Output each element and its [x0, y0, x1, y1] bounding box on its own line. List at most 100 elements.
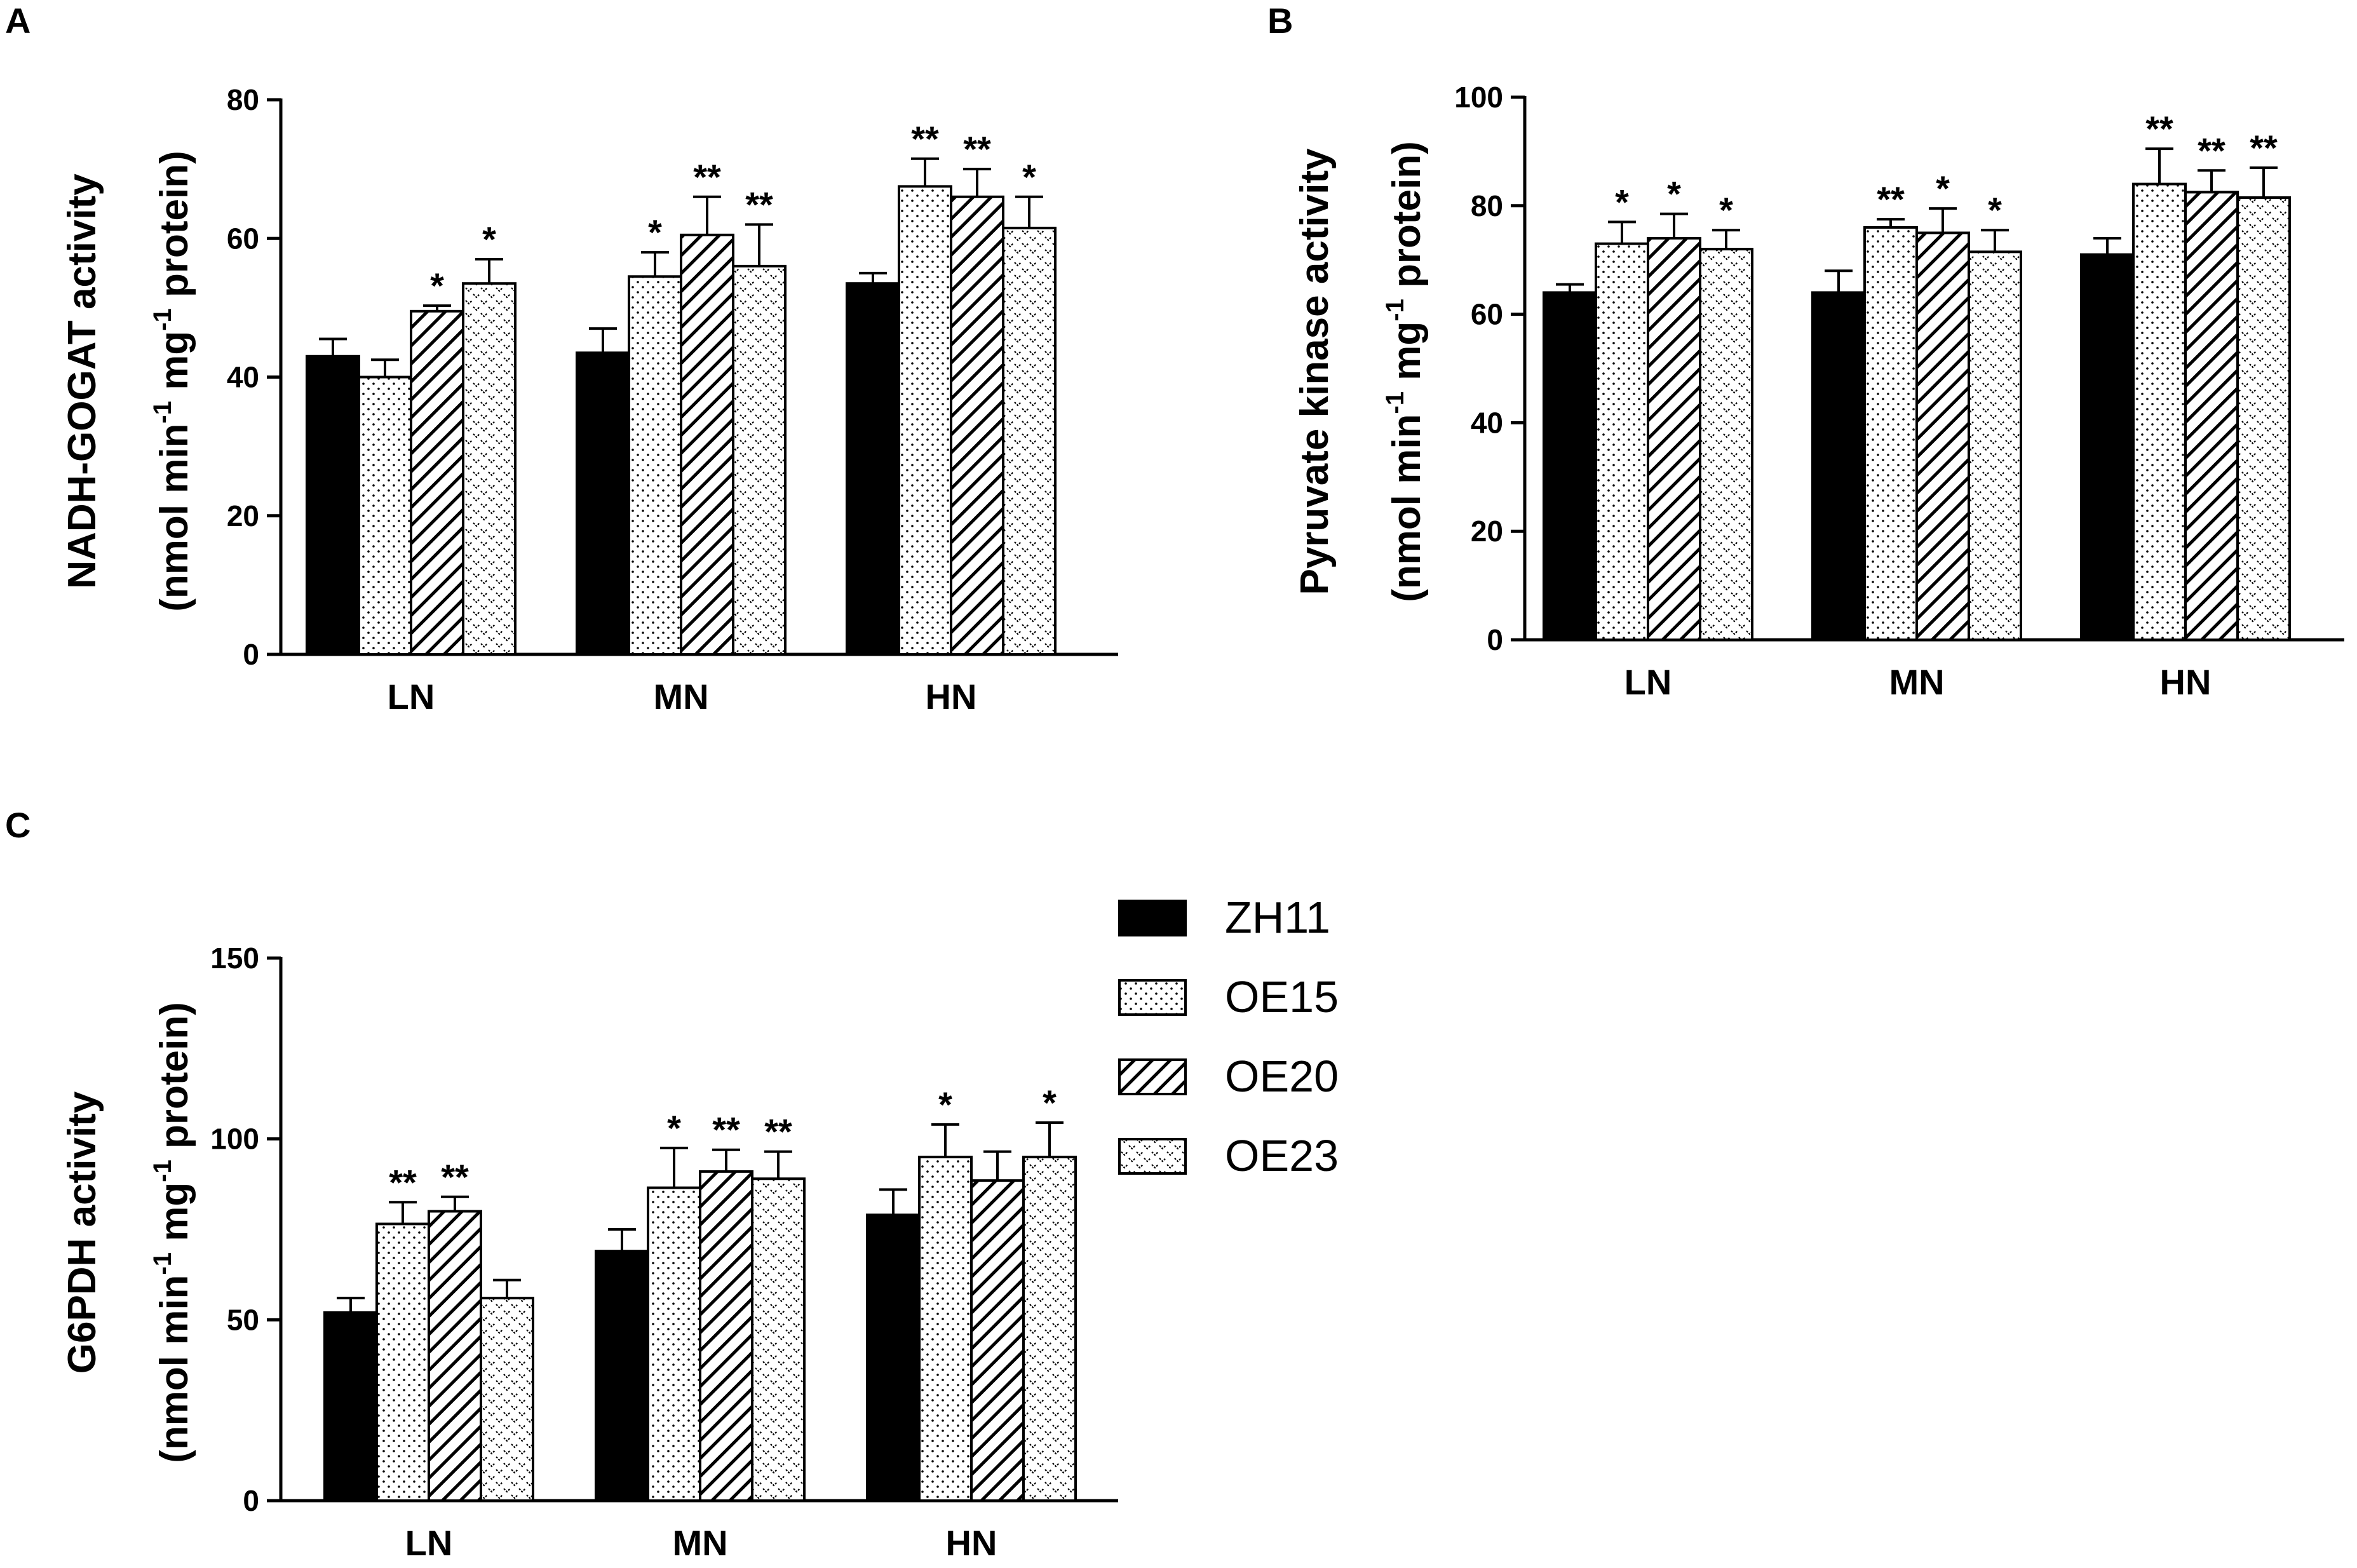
units-part: protein)	[1385, 141, 1429, 299]
bar-oe23	[480, 1297, 534, 1502]
legend-swatch-oe23	[1118, 1138, 1187, 1175]
significance-mark: **	[764, 1112, 792, 1152]
significance-mark: *	[1936, 168, 1950, 208]
legend: ZH11 OE15 OE20 OE23	[1118, 893, 1339, 1180]
legend-swatch-oe20	[1118, 1058, 1187, 1095]
significance-mark: *	[1988, 190, 2002, 230]
units-part: (nmol min	[152, 1275, 196, 1463]
y-tick-label: 100	[1454, 81, 1503, 114]
chart-nadh-gogat: 0 20 40 60 80 NADH-GOGAT activity (nmol min-1 …	[60, 83, 1118, 717]
bar-oe23	[1968, 250, 2022, 641]
legend-label-oe15: OE15	[1225, 972, 1339, 1022]
y-axis-label: Pyruvate kinase activity	[1293, 148, 1337, 595]
units-part: mg	[152, 1182, 196, 1252]
significance-mark: **	[911, 119, 939, 159]
y-axis-label-units: (nmol min-1 mg-1 protein)	[1381, 141, 1429, 602]
significance-mark: **	[2198, 130, 2225, 170]
significance-mark: *	[482, 219, 496, 259]
units-part: (nmol min	[152, 424, 196, 612]
bar-oe20	[699, 1170, 753, 1502]
significance-mark: **	[2145, 109, 2173, 149]
units-part: mg	[152, 331, 196, 401]
y-tick-label: 80	[1471, 189, 1503, 222]
units-part: protein)	[152, 151, 196, 308]
significance-mark: *	[1022, 157, 1036, 197]
y-tick-label: 60	[1471, 298, 1503, 331]
units-superscript: -1	[149, 1159, 177, 1182]
x-category-label: MN	[653, 677, 708, 717]
chart-g6pdh: 0 50 100 150 G6PDH activity (nmol min-1 mg-1 …	[60, 942, 1118, 1563]
x-category-label: LN	[405, 1523, 453, 1563]
x-category-label: MN	[1889, 662, 1944, 702]
units-superscript: -1	[1381, 299, 1409, 321]
bar-oe20	[410, 309, 464, 656]
bar-oe15	[358, 375, 412, 656]
y-tick-label: 60	[227, 222, 259, 255]
bar-zh11	[576, 351, 630, 656]
y-tick-label: 0	[243, 1484, 259, 1517]
x-category-label: HN	[2160, 662, 2212, 702]
legend-label-zh11: ZH11	[1225, 893, 1330, 942]
significance-mark: **	[2250, 128, 2278, 168]
bar-oe23	[1022, 1156, 1077, 1502]
y-tick-label: 50	[227, 1303, 259, 1336]
y-axis-label: G6PDH activity	[60, 1091, 104, 1374]
y-tick-label: 0	[243, 638, 259, 671]
bar-oe23	[751, 1177, 806, 1502]
y-tick-label: 20	[227, 499, 259, 532]
bar-oe23	[732, 264, 787, 656]
significance-mark: *	[1615, 182, 1629, 222]
bar-oe20	[950, 195, 1004, 656]
bar-oe15	[898, 185, 952, 656]
bar-oe20	[1915, 231, 1970, 641]
bar-zh11	[323, 1311, 378, 1503]
bar-zh11	[866, 1213, 921, 1503]
significance-mark: *	[1719, 190, 1733, 230]
bar-zh11	[2080, 253, 2135, 642]
bar-zh11	[1811, 291, 1866, 641]
y-tick-label: 150	[210, 942, 259, 975]
panel-label-c: C	[5, 805, 30, 845]
bar-oe23	[1699, 248, 1753, 641]
legend-label-oe20: OE20	[1225, 1051, 1339, 1101]
significance-mark: **	[745, 184, 773, 224]
y-axis-label: NADH-GOGAT activity	[60, 173, 104, 589]
units-part: mg	[1385, 321, 1429, 391]
panel-label-a: A	[5, 1, 30, 41]
significance-mark: *	[430, 266, 444, 306]
units-part: protein)	[152, 1002, 196, 1159]
significance-mark: *	[1667, 174, 1681, 214]
y-tick-label: 100	[210, 1123, 259, 1156]
x-category-label: MN	[672, 1523, 727, 1563]
bar-oe23	[2236, 196, 2291, 641]
panel-label-b: B	[1267, 1, 1293, 41]
x-category-label: LN	[388, 677, 435, 717]
x-category-label: HN	[946, 1523, 997, 1563]
bar-zh11	[306, 355, 360, 656]
bar-oe15	[647, 1186, 701, 1502]
x-category-label: HN	[926, 677, 977, 717]
bar-oe23	[462, 282, 517, 656]
bar-oe15	[628, 275, 682, 656]
bar-oe15	[918, 1156, 973, 1502]
bar-oe15	[1595, 242, 1649, 641]
significance-mark: **	[693, 157, 721, 197]
bar-zh11	[846, 282, 900, 656]
significance-mark: *	[1043, 1083, 1057, 1123]
bar-oe20	[680, 233, 734, 656]
bar-oe15	[375, 1222, 430, 1502]
units-superscript: -1	[1381, 391, 1409, 414]
significance-mark: *	[938, 1085, 952, 1125]
bar-oe20	[1647, 237, 1701, 642]
legend-swatch-oe15	[1118, 979, 1187, 1016]
bar-oe20	[2184, 191, 2239, 641]
legend-swatch-zh11	[1118, 900, 1187, 936]
units-part: (nmol min	[1385, 414, 1429, 602]
bar-zh11	[595, 1250, 649, 1503]
y-axis-label-units: (nmol min-1 mg-1 protein)	[149, 1002, 196, 1463]
significance-mark: *	[667, 1108, 681, 1148]
significance-mark: **	[712, 1110, 740, 1150]
units-superscript: -1	[149, 308, 177, 331]
y-axis-label-units: (nmol min-1 mg-1 protein)	[149, 151, 196, 612]
